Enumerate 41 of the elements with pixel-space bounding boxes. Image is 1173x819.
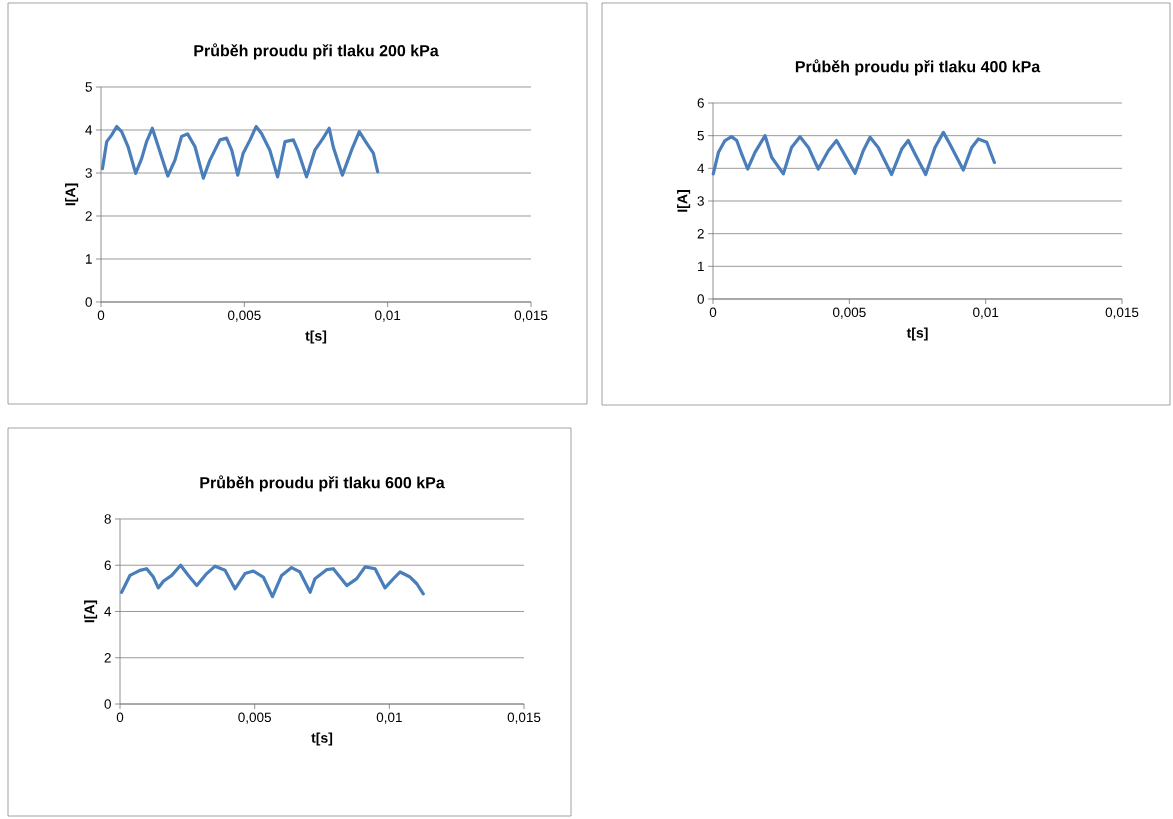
y-tick-label: 3 (697, 196, 704, 206)
y-tick-label: 0 (85, 297, 92, 307)
x-tick-label: 0,005 (832, 307, 866, 319)
y-tick-label: 5 (85, 82, 92, 92)
y-tick-label: 4 (85, 125, 93, 135)
y-tick-label: 2 (85, 211, 92, 221)
y-tick-label: 5 (697, 130, 704, 141)
y-tick-label: 6 (697, 98, 704, 108)
y-axis-title: I[A] (84, 600, 98, 623)
y-tick-label: 1 (698, 261, 704, 271)
y-tick-label: 6 (104, 560, 111, 571)
x-tick-label: 0,01 (973, 307, 999, 319)
x-tick-label: 0,01 (376, 712, 402, 724)
y-tick-label: 0 (697, 294, 704, 304)
x-tick-label: 0,01 (375, 310, 401, 322)
chart-title: Průběh proudu při tlaku 600 kPa (200, 475, 445, 492)
y-axis-title: I[A] (677, 190, 691, 212)
chart-title: Průběh proudu při tlaku 200 kPa (194, 43, 439, 60)
y-tick-label: 2 (697, 228, 704, 239)
x-tick-label: 0,005 (238, 712, 271, 724)
y-tick-label: 2 (104, 653, 111, 663)
x-tick-label: 0,015 (1105, 307, 1139, 319)
x-tick-label: 0,005 (227, 310, 261, 322)
y-tick-label: 0 (104, 699, 111, 709)
y-tick-label: 8 (104, 514, 111, 524)
x-tick-label: 0 (116, 712, 124, 723)
x-tick-label: 0,015 (507, 712, 541, 724)
line-series (100, 124, 380, 180)
chart-title: Průběh proudu při tlaku 400 kPa (795, 59, 1041, 76)
line-series (711, 130, 996, 177)
y-tick-label: 4 (104, 606, 112, 617)
y-tick-label: 3 (85, 168, 92, 178)
x-axis-title: t[s] (311, 732, 333, 746)
x-tick-label: 0 (709, 307, 717, 318)
x-axis-title: t[s] (906, 327, 928, 341)
x-tick-label: 0,015 (514, 310, 548, 322)
y-tick-label: 1 (86, 254, 92, 264)
y-tick-label: 4 (697, 163, 705, 173)
y-axis-title: I[A] (65, 183, 79, 206)
line-series (120, 563, 425, 599)
x-axis-title: t[s] (305, 330, 327, 344)
